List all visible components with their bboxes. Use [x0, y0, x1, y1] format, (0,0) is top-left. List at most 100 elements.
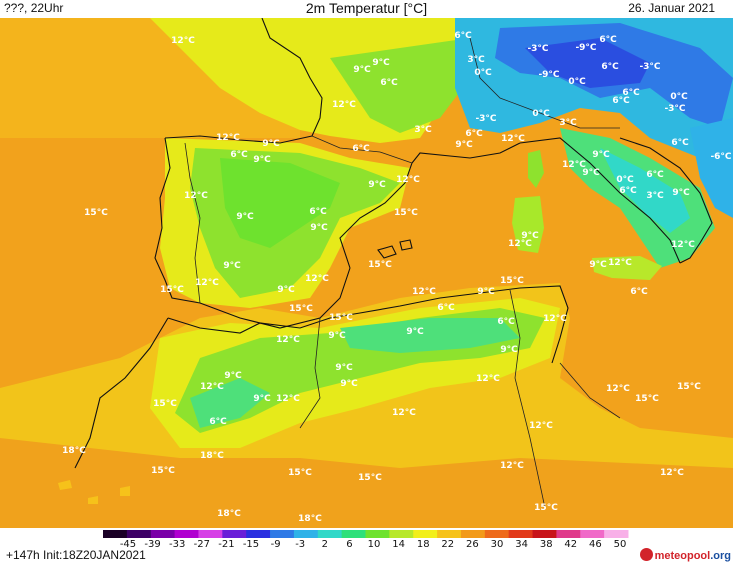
- temperature-label: 12°C: [606, 384, 630, 394]
- temperature-label: 18°C: [298, 514, 322, 524]
- legend-tick: -15: [243, 539, 259, 548]
- legend-swatch: [556, 530, 581, 538]
- legend-swatch: [460, 530, 486, 538]
- legend-swatch: [484, 530, 510, 538]
- temperature-label: 9°C: [672, 188, 690, 198]
- temperature-label: 9°C: [328, 331, 346, 341]
- temperature-label: 6°C: [630, 287, 648, 297]
- legend-color-bar: [103, 530, 629, 538]
- temperature-label: 6°C: [622, 88, 640, 98]
- temperature-label: 15°C: [329, 313, 353, 323]
- legend-tick: 26: [466, 539, 479, 548]
- temperature-label: 15°C: [534, 503, 558, 513]
- legend-swatch: [532, 530, 557, 538]
- morocco-algeria-border: [299, 317, 321, 429]
- temperature-label: 15°C: [153, 399, 177, 409]
- legend-tick: 34: [515, 539, 528, 548]
- legend-swatch: [198, 530, 223, 538]
- legend-tick: -3: [295, 539, 305, 548]
- sahara-warm: [0, 438, 733, 528]
- map-footer: -45 -39 -33 -27 -21 -15 -9 -3 2 6 10 14 18 22 26 30 34 38…: [0, 528, 733, 566]
- temperature-label: 12°C: [562, 160, 586, 170]
- atlas-core: [340, 318, 520, 353]
- temperature-label: -9°C: [575, 43, 596, 53]
- meteopool-logo[interactable]: meteopool.org: [639, 548, 731, 562]
- temperature-label: 9°C: [372, 58, 390, 68]
- temperature-label: 6°C: [209, 417, 227, 427]
- temperature-label: 9°C: [521, 231, 539, 241]
- valid-date-label: 26. Januar 2021: [628, 1, 715, 15]
- temperature-label: 12°C: [305, 274, 329, 284]
- temperature-label: 0°C: [474, 68, 492, 78]
- temperature-label: 9°C: [253, 155, 271, 165]
- logo-icon: [639, 548, 653, 561]
- temperature-label: -3°C: [664, 104, 685, 114]
- iberia-north-coast: [164, 135, 313, 144]
- temperature-label: 12°C: [200, 382, 224, 392]
- temperature-label: 12°C: [392, 408, 416, 418]
- legend-tick: 18: [417, 539, 430, 548]
- france-atlantic-coast: [261, 18, 323, 137]
- legend-swatch: [389, 530, 414, 538]
- color-legend: -45 -39 -33 -27 -21 -15 -9 -3 2 6 10 14 18 22 26 30 34 38…: [103, 530, 629, 548]
- temperature-label: 6°C: [601, 62, 619, 72]
- temperature-label: 6°C: [454, 31, 472, 41]
- italy-core: [600, 148, 690, 233]
- temperature-label: 15°C: [358, 473, 382, 483]
- legend-swatch: [604, 530, 629, 538]
- temperature-label: 6°C: [380, 78, 398, 88]
- temperature-label: 6°C: [619, 186, 637, 196]
- temperature-label: 18°C: [200, 451, 224, 461]
- temperature-label: 12°C: [671, 240, 695, 250]
- temperature-label: -3°C: [527, 44, 548, 54]
- temperature-label: 6°C: [599, 35, 617, 45]
- temperature-label: 12°C: [529, 421, 553, 431]
- temperature-label: 15°C: [84, 208, 108, 218]
- iberia-south-coast: [199, 267, 351, 329]
- temperature-label: 9°C: [477, 287, 495, 297]
- legend-swatch: [150, 530, 176, 538]
- forecast-run-info: +147h Init:18Z20JAN2021: [6, 548, 146, 562]
- legend-tick: -27: [194, 539, 210, 548]
- brand-name: meteopool: [654, 550, 711, 562]
- temperature-label: 3°C: [414, 125, 432, 135]
- temperature-label: 9°C: [262, 139, 280, 149]
- temperature-label: 18°C: [217, 509, 241, 519]
- france-green: [330, 38, 470, 133]
- temperature-label: 18°C: [62, 446, 86, 456]
- italy-west-coast: [519, 137, 681, 264]
- temperature-map: 12°C 6°C -3°C -9°C 6°C 9°C 9°C 3°C 0°C 6°C -9°C 6°C…: [0, 18, 733, 528]
- temperature-label: 9°C: [368, 180, 386, 190]
- temperature-label: 9°C: [310, 223, 328, 233]
- temperature-label: 9°C: [340, 379, 358, 389]
- canary-islands: [58, 480, 130, 504]
- iberia-east-coast: [339, 162, 413, 269]
- north-africa-coast: [167, 285, 569, 364]
- libya-border: [559, 362, 621, 419]
- balearic-islands: [377, 239, 413, 259]
- coastlines: [74, 18, 713, 469]
- temperature-labels: 12°C 6°C-3°C -9°C6°C9°C9°C3°C0°C6°C-9°C6°C…: [62, 31, 732, 524]
- temperature-label: 9°C: [353, 65, 371, 75]
- legend-tick: 38: [540, 539, 553, 548]
- borders: [184, 37, 621, 509]
- italy-east-coast: [619, 137, 713, 264]
- legend-swatch: [437, 530, 462, 538]
- legend-swatch: [413, 530, 438, 538]
- temperature-label: 12°C: [476, 374, 500, 384]
- legend-tick: -45: [120, 539, 136, 548]
- algeria-tunisia-border: [509, 289, 546, 509]
- legend-tick: 42: [564, 539, 577, 548]
- temperature-label: 15°C: [151, 466, 175, 476]
- morocco-atlas-core: [190, 378, 270, 428]
- temperature-label: 9°C: [253, 394, 271, 404]
- legend-swatch: [508, 530, 534, 538]
- legend-tick: 50: [614, 539, 627, 548]
- temperature-label: 12°C: [276, 335, 300, 345]
- temperature-label: 9°C: [589, 260, 607, 270]
- spain-france-border: [311, 135, 413, 164]
- temperature-label: 15°C: [500, 276, 524, 286]
- temperature-label: -3°C: [639, 62, 660, 72]
- temperature-label: 9°C: [277, 285, 295, 295]
- iberia-west-coast: [154, 137, 201, 304]
